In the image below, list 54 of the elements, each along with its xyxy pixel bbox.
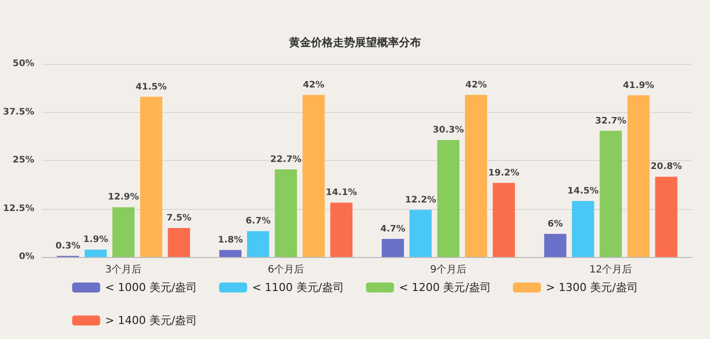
bar [409,210,432,257]
bar [655,176,678,257]
bar [600,130,622,257]
bar [464,94,488,257]
data-label: 14.5% [567,186,599,197]
data-label: 20.8% [650,162,682,172]
data-label: 30.3% [432,126,464,136]
legend-label: > 1400 美元/盎司 [105,314,198,327]
y-tick-label: 12.5% [2,204,34,214]
bar [572,201,594,257]
data-label: 12.9% [108,192,140,203]
bar [247,231,270,257]
data-label: 42% [302,80,324,90]
data-label: 32.7% [595,116,626,126]
data-label: 22.7% [270,154,302,165]
data-label: 4.7% [380,224,406,234]
data-label: 6.7% [246,216,271,227]
y-tick-label: 50% [12,59,34,69]
x-tick-label: 9个月后 [430,264,467,276]
data-label: 0.3% [55,241,80,252]
bar [112,207,135,257]
bar [382,238,404,257]
data-label: 12.2% [404,195,436,206]
bar [627,95,650,257]
x-tick-label: 6个月后 [268,264,304,276]
legend-label: < 1200 美元/盎司 [399,281,491,294]
bar [219,250,242,257]
bar [544,234,566,257]
data-label: 42% [465,80,487,90]
bar [168,228,190,257]
legend-label: < 1100 美元/盎司 [252,281,344,294]
data-label: 1.8% [218,236,243,246]
x-tick-label: 12个月后 [589,264,632,276]
bar [492,182,515,257]
x-tick-label: 3个月后 [105,264,142,276]
data-label: 1.9% [83,235,108,246]
data-label: 19.2% [488,168,520,178]
legend-label: < 1000 美元/盎司 [105,281,198,294]
bar [274,169,297,257]
bar [302,94,325,257]
bar [437,140,460,257]
y-tick-label: 25% [12,156,34,166]
bar [330,202,352,257]
y-tick-label: 0% [18,252,34,262]
data-label: 41.5% [136,82,167,92]
data-label: 14.1% [326,188,358,198]
chart-title: 黄金价格走势展望概率分布 [288,36,421,49]
data-label: 41.9% [622,80,654,91]
data-label: 6% [548,219,563,230]
data-label: 7.5% [166,214,192,224]
bar [140,96,162,257]
legend-label: > 1300 美元/盎司 [546,281,638,294]
y-tick-label: 37.5% [2,107,34,118]
bar [84,250,107,257]
